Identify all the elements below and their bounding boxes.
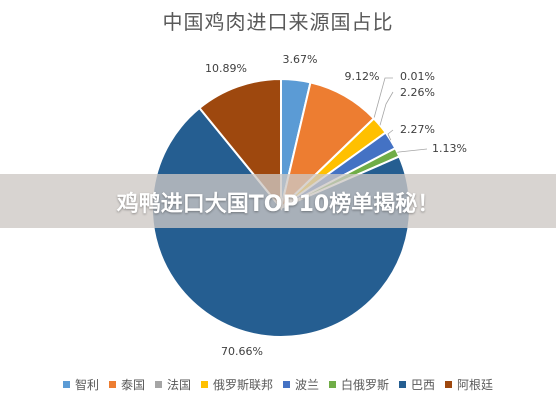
legend-label: 白俄罗斯: [341, 378, 390, 392]
legend-item: 泰国: [108, 376, 145, 393]
legend-swatch: [62, 381, 70, 388]
legend-label: 智利: [74, 378, 99, 392]
legend-label: 阿根廷: [457, 378, 494, 392]
data-label: 10.89%: [205, 62, 247, 75]
data-label: 9.12%: [345, 70, 380, 83]
overlay-banner-text: 鸡鸭进口大国TOP10榜单揭秘！: [116, 192, 440, 217]
legend-item: 巴西: [399, 376, 435, 393]
legend-item: 智利: [62, 376, 99, 393]
leader-line: [387, 129, 394, 141]
legend-label: 泰国: [120, 378, 145, 392]
data-label: 1.13%: [432, 142, 467, 155]
legend-item: 阿根廷: [445, 376, 493, 393]
data-label: 0.01%: [400, 70, 435, 83]
chart-title: 中国鸡肉进口来源国占比: [162, 10, 394, 34]
legend-item: 法国: [154, 376, 191, 393]
legend-label: 波兰: [295, 378, 320, 392]
data-label: 3.67%: [283, 53, 318, 66]
legend-item: 俄罗斯联邦: [200, 376, 273, 393]
legend-label: 俄罗斯联邦: [212, 378, 273, 392]
overlay-banner: [0, 174, 556, 228]
legend-item: 白俄罗斯: [329, 376, 389, 393]
leader-line: [379, 91, 394, 126]
legend-swatch: [108, 381, 116, 388]
legend-swatch: [329, 381, 337, 388]
data-label: 2.26%: [400, 86, 435, 99]
leader-line: [397, 148, 428, 153]
legend-swatch: [283, 381, 290, 388]
data-label: 70.66%: [221, 345, 263, 358]
legend-label: 巴西: [411, 378, 436, 392]
legend-swatch: [200, 381, 208, 388]
legend-swatch: [399, 381, 407, 388]
legend-item: 波兰: [283, 376, 319, 393]
legend-label: 法国: [166, 378, 191, 392]
leader-line: [373, 77, 393, 119]
data-label: 2.27%: [400, 123, 435, 136]
legend-swatch: [154, 381, 162, 388]
legend-swatch: [445, 381, 453, 388]
chart-legend: 智利 泰国 法国 俄罗斯联邦 波兰 白俄罗斯 巴西 阿根廷: [0, 376, 556, 393]
